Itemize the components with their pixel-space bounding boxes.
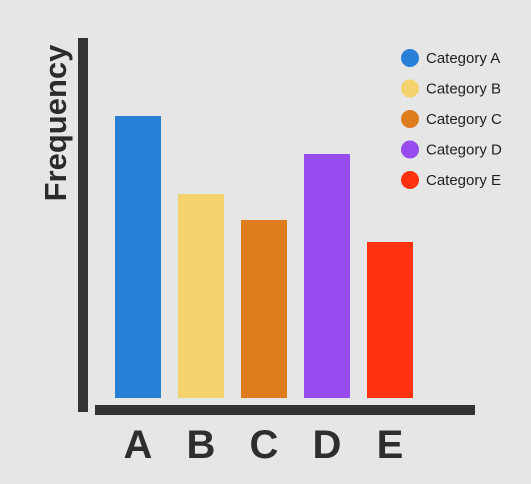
y-axis-line bbox=[78, 38, 88, 412]
bar-d bbox=[304, 154, 350, 398]
legend-label-5: Category E bbox=[426, 172, 501, 189]
legend-swatch-5 bbox=[401, 171, 419, 189]
x-tick-b: B bbox=[187, 423, 216, 467]
bar-c bbox=[241, 220, 287, 398]
x-tick-d: D bbox=[313, 423, 342, 467]
x-tick-c: C bbox=[250, 423, 279, 467]
legend-swatch-3 bbox=[401, 110, 419, 128]
legend-label-4: Category D bbox=[426, 142, 502, 159]
legend-label-2: Category B bbox=[426, 81, 501, 98]
legend-label-1: Category A bbox=[426, 50, 500, 67]
x-tick-a: A bbox=[124, 423, 153, 467]
legend-label-3: Category C bbox=[426, 111, 502, 128]
legend-swatch-2 bbox=[401, 79, 419, 98]
bar-a bbox=[115, 116, 161, 398]
legend: Category A Category B Category C Category D… bbox=[401, 49, 502, 189]
bars bbox=[115, 116, 413, 398]
legend-swatch-4 bbox=[401, 140, 419, 159]
x-tick-e: E bbox=[377, 423, 404, 467]
x-axis-line bbox=[95, 405, 475, 415]
legend-swatch-1 bbox=[401, 49, 419, 67]
y-axis-label: Frequency bbox=[38, 44, 73, 202]
axes bbox=[78, 38, 475, 415]
bar-b bbox=[178, 194, 224, 398]
bar-e bbox=[367, 242, 413, 398]
